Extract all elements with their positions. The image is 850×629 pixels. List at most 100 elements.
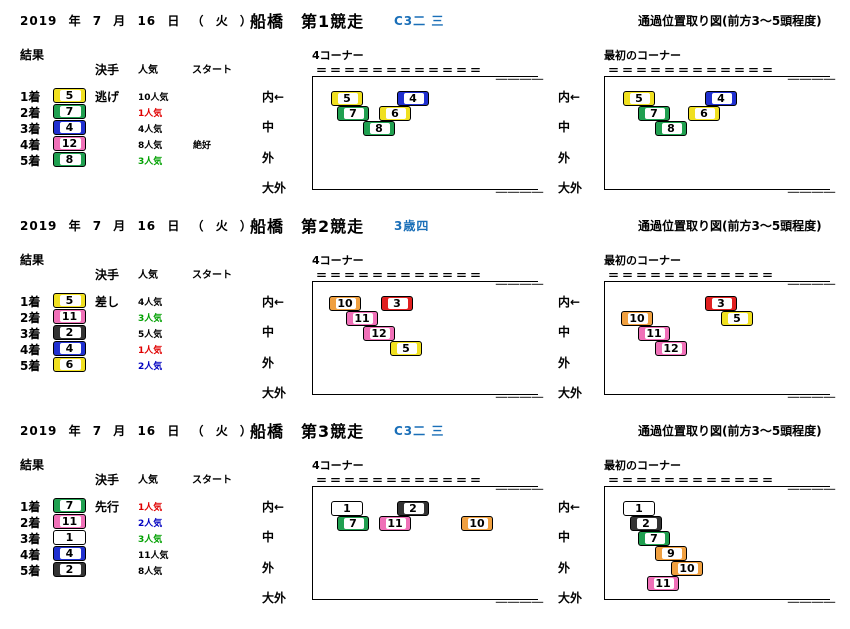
start-note: 絶好 <box>193 141 212 151</box>
horse-number: 11 <box>354 312 370 325</box>
corner1-label: 最初のコーナー <box>604 254 681 267</box>
horse-number: 5 <box>402 342 410 355</box>
corner4-track: 1 2 7 11 10 <box>312 486 538 600</box>
lane-label-corner1: 中 <box>558 120 571 134</box>
horse-number: 4 <box>65 342 74 355</box>
lane-label-corner1: 内← <box>558 500 581 514</box>
col-header-start: スタート <box>192 475 232 486</box>
corner1-rail: ＝＝＝＝＝＝＝＝＝＝＝＝ <box>608 474 776 487</box>
badge-inner <box>386 108 406 119</box>
lane-label-corner1: 大外 <box>558 591 583 605</box>
horse-number: 5 <box>343 92 351 105</box>
corner1-label: 最初のコーナー <box>604 459 681 472</box>
badge-inner <box>645 533 665 544</box>
horse-number: 10 <box>679 562 695 575</box>
horse-badge: 6 <box>53 357 86 372</box>
horse-number: 11 <box>61 310 78 323</box>
race-class: C3二 三 <box>394 424 445 438</box>
col-header-kime: 決手 <box>95 63 120 77</box>
lane-label-corner4: 大外 <box>262 181 287 195</box>
race-title: 船橋 第3競走 <box>250 422 365 441</box>
badge-inner <box>60 311 81 322</box>
result-row: 2着 11 3人気 <box>0 309 240 325</box>
result-row: 1着 5 差し 4人気 <box>0 293 240 309</box>
race-date: 2019 年 7 月 16 日 （ 火 ） <box>20 14 253 28</box>
race-title: 船橋 第1競走 <box>250 12 365 31</box>
popularity: 1人気 <box>138 346 163 356</box>
horse-marker: 11 <box>379 516 411 531</box>
popularity: 5人気 <box>138 330 163 340</box>
horse-number: 11 <box>387 517 403 530</box>
popularity: 4人気 <box>138 298 163 308</box>
horse-marker: 6 <box>688 106 720 121</box>
horse-badge: 7 <box>53 498 86 513</box>
badge-inner <box>60 295 81 306</box>
badge-inner <box>388 298 408 309</box>
race-title: 船橋 第2競走 <box>250 217 365 236</box>
horse-number: 7 <box>349 517 357 530</box>
horse-number: 1 <box>635 502 643 515</box>
badge-inner <box>645 108 665 119</box>
badge-inner <box>336 298 356 309</box>
horse-marker: 8 <box>655 121 687 136</box>
result-row: 3着 1 3人気 <box>0 530 240 546</box>
horse-number: 7 <box>650 532 658 545</box>
lane-label-corner1: 大外 <box>558 181 583 195</box>
badge-inner <box>637 518 657 529</box>
horse-marker: 5 <box>623 91 655 106</box>
race-date: 2019 年 7 月 16 日 （ 火 ） <box>20 424 253 438</box>
horse-number: 12 <box>663 342 679 355</box>
horse-badge: 5 <box>53 88 86 103</box>
finish-position: 4着 <box>20 343 41 357</box>
horse-number: 11 <box>61 515 78 528</box>
col-header-ninki: 人気 <box>138 475 158 486</box>
badge-inner <box>338 93 358 104</box>
horse-marker: 7 <box>638 106 670 121</box>
corner1-track: 1 2 7 9 10 11 <box>604 486 830 600</box>
lane-label-corner4: 外 <box>262 356 275 370</box>
horse-number: 4 <box>65 121 74 134</box>
badge-inner <box>60 138 81 149</box>
popularity: 3人気 <box>138 314 163 324</box>
finish-position: 5着 <box>20 359 41 373</box>
horse-number: 10 <box>629 312 645 325</box>
corner1-rail: ＝＝＝＝＝＝＝＝＝＝＝＝ <box>608 269 776 282</box>
badge-inner <box>344 108 364 119</box>
badge-inner <box>60 516 81 527</box>
horse-number: 12 <box>371 327 387 340</box>
horse-badge: 12 <box>53 136 86 151</box>
horse-marker: 3 <box>381 296 413 311</box>
corner1-dash-top: ＿＿＿＿ <box>788 68 836 81</box>
corner1-track: 3 10 5 11 12 <box>604 281 830 395</box>
badge-inner <box>60 359 81 370</box>
corner1-label: 最初のコーナー <box>604 49 681 62</box>
horse-marker: 2 <box>630 516 662 531</box>
horse-marker: 12 <box>655 341 687 356</box>
badge-inner <box>468 518 488 529</box>
col-header-start: スタート <box>192 65 232 76</box>
lane-label-corner1: 外 <box>558 561 571 575</box>
race-section: 2019 年 7 月 16 日 （ 火 ）船橋 第2競走 3歳四 通過位置取り図(前… <box>0 205 850 410</box>
corner4-dash-bottom: ＿＿＿＿ <box>496 181 544 194</box>
badge-inner <box>630 93 650 104</box>
popularity: 11人気 <box>138 551 169 561</box>
badge-inner <box>60 548 81 559</box>
horse-marker: 7 <box>337 516 369 531</box>
badge-inner <box>370 123 390 134</box>
horse-marker: 7 <box>337 106 369 121</box>
horse-number: 7 <box>650 107 658 120</box>
lane-label-corner4: 中 <box>262 325 275 339</box>
popularity: 3人気 <box>138 157 163 167</box>
badge-inner <box>60 564 81 575</box>
result-row: 1着 5 逃げ 10人気 <box>0 88 240 104</box>
result-row: 4着 4 11人気 <box>0 546 240 562</box>
badge-inner <box>404 93 424 104</box>
race-class: 3歳四 <box>394 219 430 233</box>
result-row: 1着 7 先行 1人気 <box>0 498 240 514</box>
diagram-title: 通過位置取り図(前方3～5頭程度) <box>638 14 822 28</box>
horse-badge: 11 <box>53 514 86 529</box>
badge-inner <box>712 298 732 309</box>
finish-position: 3着 <box>20 532 41 546</box>
horse-marker: 11 <box>638 326 670 341</box>
